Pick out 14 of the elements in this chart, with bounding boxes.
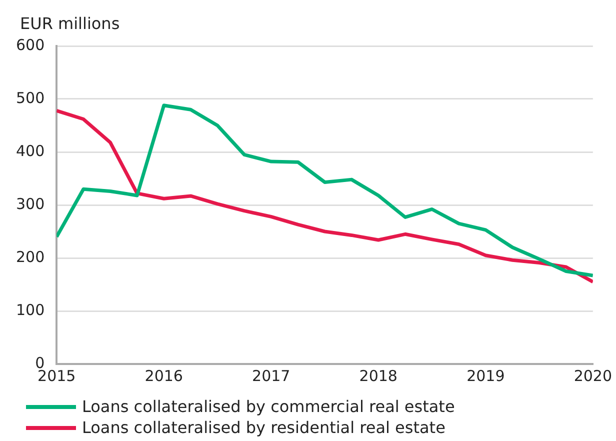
y-tick-label: 200 xyxy=(16,248,45,266)
x-tick-label: 2016 xyxy=(144,366,183,385)
y-tick-label: 100 xyxy=(16,300,45,319)
y-tick-label: 600 xyxy=(16,36,45,54)
y-axis-title: EUR millions xyxy=(20,14,120,33)
legend-label: Loans collateralised by residential real estate xyxy=(82,418,446,437)
x-tick-label: 2020 xyxy=(574,366,612,385)
x-tick-label: 2019 xyxy=(466,366,505,385)
x-tick-label: 2018 xyxy=(359,366,398,385)
y-tick-label: 500 xyxy=(16,88,45,107)
y-tick-label: 300 xyxy=(16,194,45,213)
x-tick-label: 2017 xyxy=(252,366,290,385)
y-tick-label: 400 xyxy=(16,142,45,160)
legend-label: Loans collateralised by commercial real estate xyxy=(82,397,455,416)
